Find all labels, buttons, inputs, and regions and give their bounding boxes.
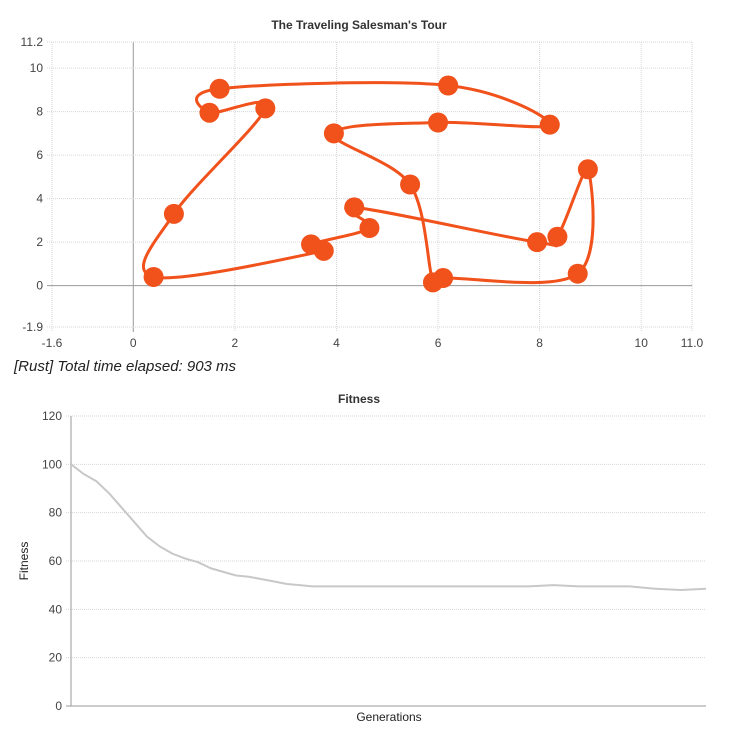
city-point: [547, 226, 568, 247]
tour-cities: [143, 75, 598, 293]
tour-x-tick-label: 4: [333, 336, 340, 350]
fitness-chart-grid: [66, 415, 706, 707]
tour-chart: The Traveling Salesman's Tour -1.6 0 2 4 6 8 1…: [21, 18, 704, 350]
tour-x-tick-label: 0: [130, 336, 137, 350]
city-point: [400, 174, 421, 195]
tour-y-tick-label: 8: [36, 105, 43, 119]
city-point: [143, 266, 164, 287]
tour-y-tick-label: -1.9: [22, 320, 43, 334]
city-point: [527, 232, 548, 253]
city-point: [199, 102, 220, 123]
city-point: [577, 159, 598, 180]
tour-x-tick-label: -1.6: [42, 336, 63, 350]
tour-x-tick-label: 10: [635, 336, 649, 350]
fitness-y-tick-label: 80: [49, 506, 63, 520]
city-point: [428, 112, 449, 133]
tour-chart-title: The Traveling Salesman's Tour: [271, 18, 447, 32]
tour-y-tick-label: 2: [36, 235, 43, 249]
tour-x-tick-label: 2: [232, 336, 239, 350]
tour-y-tick-label: 11.2: [21, 35, 44, 49]
fitness-y-tick-label: 60: [49, 554, 63, 568]
city-point: [163, 203, 184, 224]
tour-chart-tick-labels: -1.6 0 2 4 6 8 10 11.0 11.2 10 8 6 4 2 0 -1.9: [21, 35, 704, 350]
tour-x-tick-label: 11.0: [681, 336, 704, 350]
fitness-chart: Fitness 0 20 40 60 80 100 120 Generations Fitn…: [17, 392, 707, 724]
city-point: [255, 98, 276, 119]
city-point: [567, 263, 588, 284]
fitness-chart-title: Fitness: [338, 392, 380, 406]
tour-y-tick-label: 6: [36, 148, 43, 162]
tour-x-tick-label: 8: [536, 336, 543, 350]
city-point: [323, 123, 344, 144]
city-point: [209, 78, 230, 99]
fitness-y-tick-label: 0: [55, 699, 62, 713]
city-point: [313, 240, 334, 261]
city-point: [539, 114, 560, 135]
tour-chart-grid: [47, 41, 693, 332]
city-point: [438, 75, 459, 96]
tour-x-tick-label: 6: [435, 336, 442, 350]
fitness-series: [70, 463, 707, 591]
tour-y-tick-label: 0: [36, 279, 43, 293]
fitness-y-tick-label: 120: [42, 409, 62, 423]
fitness-y-tick-label: 20: [49, 651, 63, 665]
fitness-y-tick-label: 100: [42, 457, 62, 471]
city-point: [359, 218, 380, 239]
fitness-line: [70, 463, 707, 591]
city-point: [344, 197, 365, 218]
fitness-x-axis-label: Generations: [356, 710, 421, 724]
tour-y-tick-label: 4: [36, 192, 43, 206]
fitness-y-tick-label: 40: [49, 602, 63, 616]
elapsed-time-status: [Rust] Total time elapsed: 903 ms: [14, 358, 237, 375]
fitness-y-axis-label: Fitness: [17, 542, 31, 581]
tour-y-tick-label: 10: [30, 61, 44, 75]
city-point: [433, 268, 454, 289]
fitness-chart-tick-labels: 0 20 40 60 80 100 120: [42, 409, 62, 713]
